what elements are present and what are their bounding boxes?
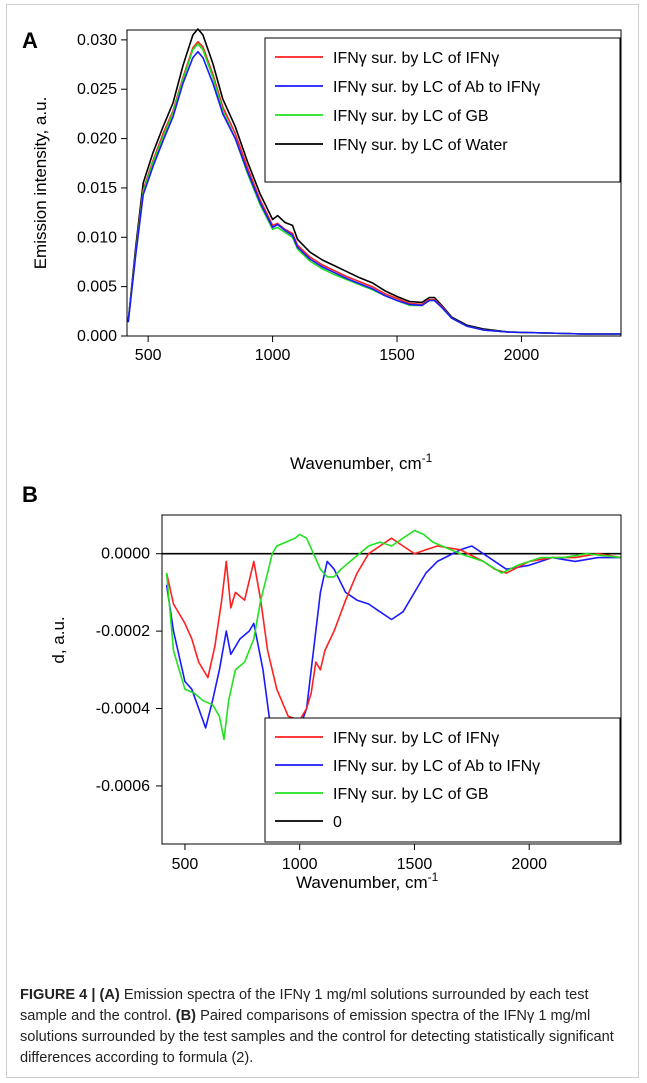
y-tick-label: 0.015 (77, 180, 117, 197)
x-tick-label: 2000 (511, 856, 547, 873)
panel-a-label: A (22, 28, 38, 53)
chart-b-lines (162, 529, 622, 756)
legend-box (264, 37, 621, 183)
y-tick-label: 0.0000 (101, 546, 150, 563)
chart-a-ylabel: Emission intensity, a.u. (31, 97, 50, 270)
legend-label: IFNγ sur. by LC of IFNγ (333, 730, 499, 747)
chart-b-ticks: 500 1000 1500 2000 0.0000 -0.0002 -0.0004 -0.00… (96, 546, 547, 873)
chart-b-legend: IFNγ sur. by LC of IFNγ IFNγ sur. by LC o… (264, 717, 621, 843)
caption-b-text: Paired comparisons of emission spectra o… (20, 1008, 614, 1066)
chart-b-axes-frame (161, 514, 622, 845)
chart-a-axes-frame (126, 29, 622, 337)
legend-label: IFNγ sur. by LC of Water (333, 137, 508, 154)
legend-label: IFNγ sur. by LC of IFNγ (333, 50, 499, 67)
legend-label: IFNγ sur. by LC of Ab to IFNγ (333, 758, 540, 775)
chart-b-ylabel: d, a.u. (49, 616, 68, 663)
legend-label: IFNγ sur. by LC of GB (333, 786, 489, 803)
series-line-2 (165, 545, 621, 756)
chart-a-legend: IFNγ sur. by LC of IFNγ IFNγ sur. by LC o… (264, 37, 621, 183)
x-tick-label: 500 (172, 856, 199, 873)
series-line-3 (165, 529, 622, 741)
legend-label: IFNγ sur. by LC of GB (333, 108, 489, 125)
legend-label: 0 (333, 814, 342, 831)
x-tick-label: 1500 (397, 856, 433, 873)
y-tick-label: 0.010 (77, 229, 117, 246)
figure-caption: FIGURE 4 | (A) Emission spectra of the I… (20, 985, 620, 1069)
caption-a-label: (A) (99, 987, 120, 1003)
y-tick-label: 0.030 (77, 32, 117, 49)
y-tick-label: 0.005 (77, 279, 117, 296)
legend-label: IFNγ sur. by LC of Ab to IFNγ (333, 79, 540, 96)
chart-a-lines (127, 28, 621, 335)
legend-box (264, 717, 621, 843)
panel-b-label: B (22, 482, 38, 507)
caption-prefix: FIGURE 4 | (20, 987, 100, 1003)
figure-frame (6, 4, 639, 1078)
y-tick-label: -0.0004 (96, 701, 150, 718)
y-tick-label: 0.025 (77, 81, 117, 98)
series-line-2 (127, 50, 621, 335)
y-tick-label: 0.020 (77, 131, 117, 148)
chart-a-xlabel: Wavenumber, cm-1 (290, 451, 433, 473)
x-tick-label: 1500 (379, 347, 415, 364)
x-tick-label: 2000 (504, 347, 540, 364)
caption-b-label: (B) (175, 1008, 197, 1024)
x-tick-label: 500 (135, 347, 162, 364)
series-line-1 (165, 537, 622, 721)
y-tick-label: -0.0006 (96, 778, 150, 795)
x-tick-label: 1000 (255, 347, 291, 364)
chart-a-ticks: 500 1000 1500 2000 0.000 0.005 0.010 0.015 0.020… (77, 32, 539, 364)
y-tick-label: 0.000 (77, 328, 117, 345)
y-tick-label: -0.0002 (96, 623, 150, 640)
caption-a-text: Emission spectra of the IFNγ 1 mg/ml sol… (20, 987, 589, 1024)
figure-svg: A 500 1000 1500 2000 0.000 0.005 0.010 0.015 0.0… (22, 28, 622, 892)
x-tick-label: 1000 (282, 856, 318, 873)
chart-b-xlabel: Wavenumber, cm-1 (296, 870, 439, 892)
